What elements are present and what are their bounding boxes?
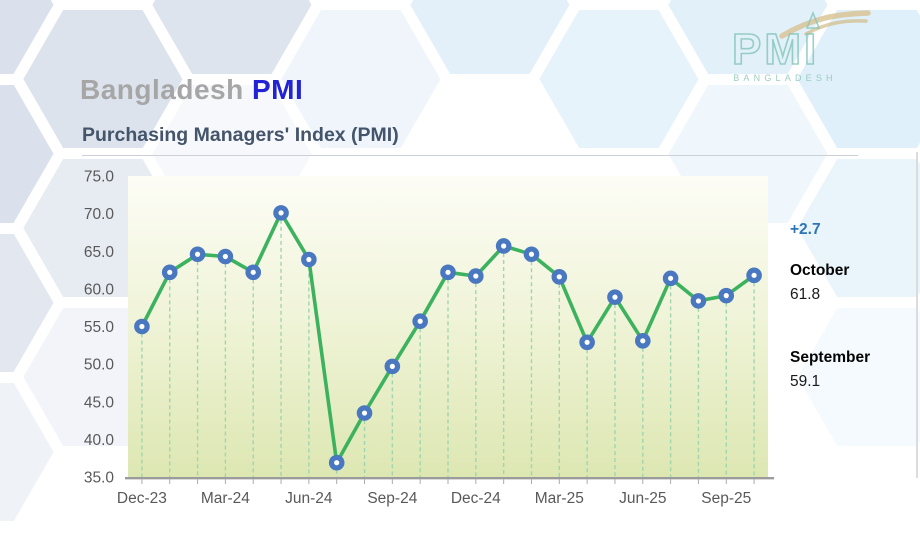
plot-area <box>128 176 768 477</box>
heading-underline <box>82 155 858 156</box>
data-point-marker <box>189 246 206 263</box>
y-axis-label: 35.0 <box>84 470 115 487</box>
data-point-marker <box>356 405 373 421</box>
previous-month-label: September <box>790 349 871 366</box>
scrollbar-track[interactable] <box>916 152 918 478</box>
page-title-pmi: PMI <box>251 74 304 105</box>
page-title-country: Bangladesh <box>80 74 244 105</box>
data-point-marker <box>551 269 568 285</box>
x-axis-label: Jun-25 <box>619 490 666 507</box>
x-axis-label: Dec-23 <box>117 490 167 507</box>
data-point-marker <box>495 238 512 254</box>
data-point-marker <box>384 358 401 375</box>
data-point-marker <box>607 289 623 305</box>
page-title: Bangladesh PMI <box>80 74 303 106</box>
y-axis-label: 50.0 <box>84 357 115 374</box>
logo-subtext: BANGLADESH <box>733 73 837 83</box>
logo-swoosh-icon <box>779 10 871 39</box>
data-point-marker <box>328 454 345 471</box>
y-axis-label: 75.0 <box>84 169 115 186</box>
y-axis-label: 60.0 <box>84 281 115 298</box>
data-point-marker <box>468 268 484 284</box>
x-axis-label: Mar-25 <box>535 490 584 507</box>
y-axis-label: 65.0 <box>84 244 115 261</box>
background-hexagon <box>784 297 920 457</box>
y-axis-label: 70.0 <box>84 206 115 223</box>
current-month-value: 61.8 <box>790 286 821 303</box>
data-point-marker <box>440 264 456 281</box>
x-axis-label: Sep-25 <box>701 490 751 507</box>
logo-spire-icon <box>805 10 821 29</box>
background-hexagon <box>784 148 920 308</box>
data-point-marker <box>690 293 707 309</box>
data-point-marker <box>746 267 762 284</box>
pmi-bangladesh-logo: PMI BANGLADESH <box>731 10 871 83</box>
data-point-marker <box>634 332 651 349</box>
y-axis-label: 40.0 <box>84 432 115 449</box>
data-point-marker <box>718 287 735 304</box>
background-hexagon <box>784 0 920 159</box>
y-axis-label: 45.0 <box>84 394 115 411</box>
data-point-marker <box>273 205 289 221</box>
x-axis-label: Sep-24 <box>367 490 417 507</box>
data-point-marker <box>134 318 150 335</box>
previous-month-value: 59.1 <box>790 373 821 390</box>
logo-wordmark: PMI <box>732 25 819 74</box>
mom-change-value: +2.7 <box>790 221 821 238</box>
chart-section-heading: Purchasing Managers' Index (PMI) <box>82 124 399 146</box>
data-point-marker <box>161 264 178 281</box>
current-month-label: October <box>790 262 850 279</box>
data-point-marker <box>412 313 428 330</box>
data-point-marker <box>523 246 540 263</box>
y-axis-label: 55.0 <box>84 319 115 336</box>
x-axis-label: Jun-24 <box>285 490 333 507</box>
data-point-marker <box>245 264 262 281</box>
data-point-marker <box>217 248 234 265</box>
x-axis-label: Mar-24 <box>201 490 250 507</box>
x-axis-label: Dec-24 <box>451 490 501 507</box>
data-point-marker <box>662 270 679 287</box>
data-point-marker <box>301 251 317 268</box>
data-point-marker <box>579 334 595 351</box>
